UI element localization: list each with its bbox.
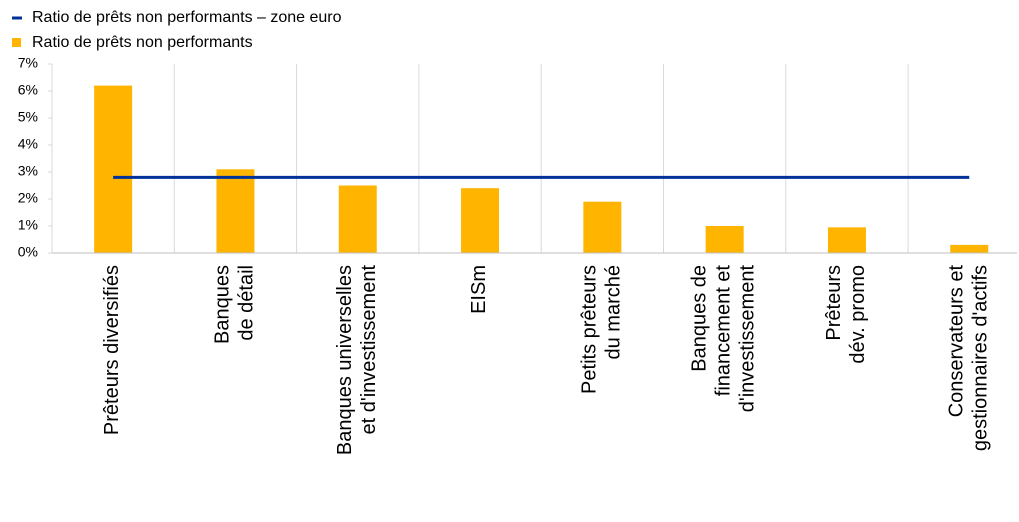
x-tick-label: EISm xyxy=(468,265,490,314)
label-line: d'investissement xyxy=(737,265,759,413)
label-line: Prêteurs xyxy=(823,265,845,341)
label-line: Prêteurs diversifiés xyxy=(101,265,123,435)
label-line: Banques universelles xyxy=(334,265,356,455)
label-line: et d'investissement xyxy=(358,265,380,435)
x-tick-label: Banques de financement et d'investissement xyxy=(689,265,759,413)
bar xyxy=(94,85,133,253)
bar xyxy=(950,244,989,253)
y-tick-label: 4% xyxy=(18,136,38,152)
y-tick-label: 3% xyxy=(18,163,38,179)
bar xyxy=(338,185,377,253)
bar xyxy=(216,169,255,253)
x-tick-label: Conservateurs et gestionnaires d'actifs xyxy=(946,265,992,452)
x-tick-label: Banques universelles et d'investissement xyxy=(334,265,380,456)
label-line: Banques de xyxy=(689,265,711,372)
x-tick-label: Prêteurs dév. promo xyxy=(823,265,869,364)
y-tick-label: 5% xyxy=(18,109,38,125)
y-tick-label: 1% xyxy=(18,217,38,233)
x-tick-label: Banques de détail xyxy=(212,265,258,344)
bar xyxy=(705,226,744,253)
label-line: Petits prêteurs xyxy=(579,265,601,394)
label-line: dév. promo xyxy=(847,265,869,364)
label-line: de détail xyxy=(236,265,258,341)
legend-swatch xyxy=(12,38,21,47)
label-line: EISm xyxy=(468,265,490,314)
label-line: gestionnaires d'actifs xyxy=(970,265,992,451)
bar xyxy=(827,227,866,253)
label-line: Banques xyxy=(212,265,234,344)
label-line: Conservateurs et xyxy=(946,265,968,418)
legend-label: Ratio de prêts non performants xyxy=(32,34,253,51)
y-tick-label: 0% xyxy=(18,244,38,260)
y-tick-label: 6% xyxy=(18,82,38,98)
bar xyxy=(583,201,622,253)
y-tick-label: 2% xyxy=(18,190,38,206)
y-tick-label: 7% xyxy=(18,55,38,71)
label-line: du marché xyxy=(603,265,625,360)
bar xyxy=(461,188,500,253)
x-tick-label: Petits prêteurs du marché xyxy=(579,265,625,394)
label-line: financement et xyxy=(713,265,735,397)
x-tick-label: Prêteurs diversifiés xyxy=(101,265,123,435)
legend-label: Ratio de prêts non performants – zone eu… xyxy=(32,9,342,26)
